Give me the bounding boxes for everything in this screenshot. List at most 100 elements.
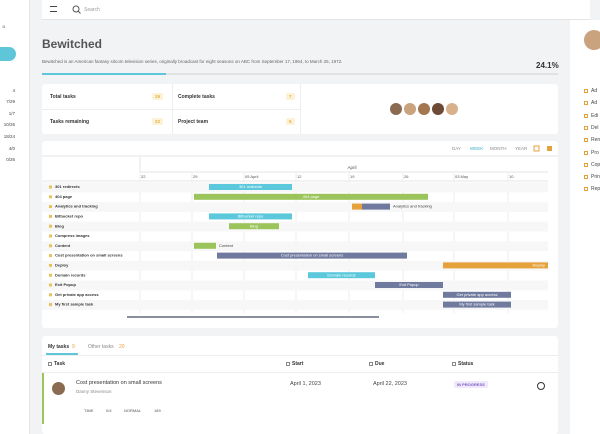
menu-item: Prin: [591, 174, 600, 181]
bar-label: Content: [219, 243, 234, 248]
sidebar-item: 0/26: [6, 157, 15, 162]
tab-label: Other tasks: [88, 344, 114, 350]
view-tab: DAY: [452, 146, 461, 151]
bar-label: Get private app access: [457, 292, 498, 297]
row-stripe: [42, 221, 548, 232]
bar-label: Deploy: [533, 262, 545, 267]
menu-icon[interactable]: [50, 6, 57, 12]
task-name: Cost presentation on small screens: [55, 253, 123, 258]
view-tab: MONTH: [490, 146, 507, 151]
sidebar-item: 4: [12, 88, 15, 93]
tab-underline: [46, 353, 78, 355]
stats-card: Total tasks 29 Complete tasks 7 Tasks remain…: [42, 84, 558, 134]
row-stripe: [42, 300, 548, 310]
sidebar-item: 4/0: [8, 146, 15, 151]
stat-value: 22: [152, 118, 164, 125]
task-dot: [49, 185, 52, 189]
task-name: 404 page: [55, 194, 73, 199]
task-dot: [49, 263, 52, 267]
menu-item: Edi: [591, 112, 599, 119]
task-bar: [229, 223, 279, 230]
gantt-card: DAY WEEK MONTH YEAR April 22 29 05 April 12 19 26 0…: [42, 141, 558, 328]
bar-label: 404 page: [303, 194, 320, 199]
task-bar: [194, 193, 428, 200]
menu-icon: [584, 150, 588, 155]
task-name: Get private app access: [55, 292, 99, 297]
task-dot: [49, 205, 52, 209]
sidebar-item: o: [2, 24, 5, 29]
task-dot: [49, 234, 52, 238]
task-dot: [49, 244, 52, 248]
date-label: 05 April: [245, 174, 258, 179]
progress-bar: [42, 73, 558, 75]
topbar: Search: [42, 0, 590, 20]
stat-value: 5: [286, 118, 295, 125]
sidebar-item: 18/24: [3, 134, 15, 139]
task-name: Deploy: [55, 262, 69, 267]
header-icon: [286, 362, 290, 366]
task-bar: [217, 252, 407, 259]
bar-label: Bitbucket repo: [238, 213, 264, 218]
bar-label: 301 redirects: [239, 184, 262, 189]
stat-label: Project team: [178, 119, 209, 125]
menu-item: Ren: [591, 137, 600, 144]
row-check[interactable]: [537, 382, 545, 390]
task-name: My first sample task: [55, 302, 94, 307]
row-stripe: [42, 280, 548, 291]
row-stripe: [42, 260, 548, 271]
task-name: Blog: [55, 223, 64, 228]
stat-label: Tasks remaining: [50, 119, 90, 125]
project-title: Bewitched: [42, 37, 103, 51]
task-dot: [49, 273, 52, 277]
menu-icon: [584, 138, 588, 143]
task-dot: [49, 254, 52, 258]
menu-item: Rep: [591, 186, 600, 193]
search-input[interactable]: Search: [84, 7, 100, 13]
menu-icon: [584, 125, 588, 130]
view-tab: YEAR: [515, 146, 528, 151]
date-label: 03 May: [455, 174, 468, 179]
tab-count: 9: [72, 344, 75, 350]
tab-label: My tasks: [48, 344, 70, 350]
task-dot: [49, 214, 52, 218]
row-accent: [42, 373, 44, 424]
task-bar: [308, 272, 375, 279]
task-dot: [49, 195, 52, 199]
task-dot: [49, 224, 52, 228]
view-icon: [533, 145, 540, 152]
stat-label: Complete tasks: [178, 94, 215, 100]
task-meta: TIME: [84, 408, 94, 413]
menu-icon: [584, 162, 588, 167]
menu-item: Pro: [591, 149, 599, 156]
sidebar-button[interactable]: [0, 47, 16, 61]
menu-item: Cop: [591, 161, 600, 168]
task-bar: [209, 213, 292, 220]
menu-item: Ad: [591, 100, 598, 107]
task-bar: [362, 203, 390, 210]
row-stripe: [42, 202, 548, 212]
tasks-card: My tasks 9 Other tasks 20 Task Start Due Statu…: [42, 336, 558, 434]
view-icon: [547, 146, 552, 151]
header-icon: [452, 362, 456, 366]
task-dot: [49, 293, 52, 297]
task-assignee: Danny Stevenson: [76, 389, 112, 394]
left-sidebar: o 4 7/29 1/7 10/26 18/24 4/0 0/26: [0, 0, 30, 434]
project-progress: 24.1%: [536, 61, 559, 70]
menu-icon: [584, 101, 588, 106]
stat-value: 29: [152, 93, 164, 100]
header-icon: [369, 362, 373, 366]
column-header: Task: [54, 361, 66, 367]
project-description: Bewitched is an American fantasy sitcom …: [42, 59, 343, 64]
gantt-chart: DAY WEEK MONTH YEAR April 22 29 05 April 12 19 26 0…: [42, 145, 558, 318]
column-header: Start: [292, 361, 304, 367]
task-dot: [49, 303, 52, 307]
date-label: 22: [141, 174, 146, 179]
bar-label: Analytics and tracking: [393, 204, 432, 209]
menu-icon: [584, 89, 588, 93]
task-name: Exit Popup: [55, 282, 76, 287]
task-meta: 0/4: [106, 408, 112, 413]
team-avatars: [390, 102, 458, 120]
menu-item: Del: [591, 124, 599, 131]
date-label: 12: [297, 174, 302, 179]
